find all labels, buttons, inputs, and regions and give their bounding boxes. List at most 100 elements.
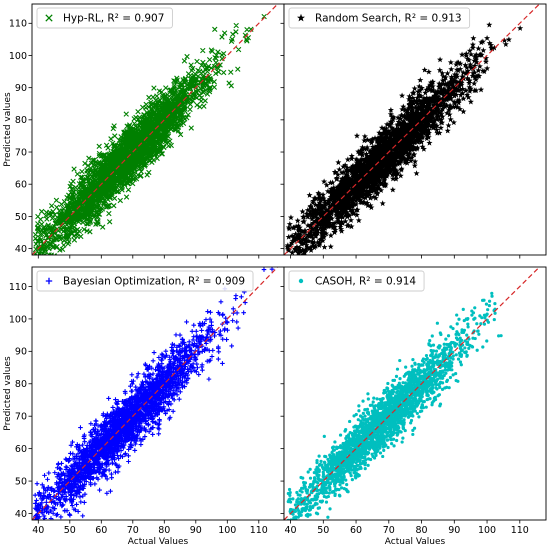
chart-panel-bottom-left: 40 50 60 70 80 90 100 110 40 50 60 70 80 90 100 110 Actu…: [3, 266, 285, 547]
data-point: [287, 498, 291, 502]
data-point: [465, 333, 469, 337]
axes-frame: [283, 266, 547, 521]
data-point: [394, 405, 398, 409]
legend: Hyp-RL, R² = 0.907: [36, 7, 173, 29]
data-point: [361, 421, 365, 425]
data-point: [411, 432, 415, 437]
data-point: [477, 332, 481, 336]
data-point: [340, 450, 344, 454]
data-point: [403, 414, 407, 418]
data-point: [305, 502, 309, 506]
data-point: [356, 438, 360, 442]
data-point: [379, 426, 383, 430]
data-point: [349, 460, 353, 464]
data-point: [330, 446, 335, 450]
data-point: [343, 429, 347, 433]
data-point: [385, 403, 389, 407]
data-point: [483, 316, 487, 320]
y-tick-label: 40: [15, 244, 27, 255]
data-point: [325, 490, 329, 495]
data-point: [367, 412, 371, 416]
data-point: [341, 471, 345, 476]
data-point: [485, 339, 489, 343]
data-point: [453, 344, 457, 348]
data-point: [398, 420, 402, 425]
legend-box: [36, 270, 254, 292]
data-point: [442, 363, 446, 367]
legend-box: [36, 7, 173, 29]
data-point: [449, 325, 453, 329]
data-point: [356, 463, 360, 468]
data-point: [288, 490, 292, 495]
data-point: [415, 404, 419, 408]
data-point: [375, 410, 379, 414]
data-point: [331, 479, 335, 483]
data-point: [432, 399, 436, 403]
data-point: [375, 419, 379, 423]
data-point: [373, 407, 377, 411]
data-point: [485, 312, 489, 316]
data-point: [443, 368, 447, 372]
data-point: [395, 427, 399, 431]
data-point: [287, 544, 290, 547]
data-point: [340, 469, 344, 473]
data-point: [306, 470, 310, 474]
data-point: [460, 348, 464, 352]
data-point: [326, 469, 330, 473]
data-point: [349, 446, 353, 450]
data-point: [386, 433, 390, 438]
data-point: [322, 491, 326, 495]
reference-line: [32, 267, 279, 520]
data-point: [348, 419, 352, 424]
data-point: [369, 427, 374, 431]
data-point: [366, 444, 370, 448]
data-point: [446, 334, 451, 338]
data-point: [366, 430, 371, 434]
data-point: [300, 490, 304, 494]
data-point: [441, 355, 445, 359]
scatter-series: [286, 291, 503, 547]
data-point: [328, 453, 332, 457]
data-point: [357, 430, 361, 434]
data-point: [470, 313, 474, 317]
data-point: [366, 433, 370, 437]
data-point: [404, 406, 408, 410]
data-point: [420, 369, 424, 374]
x-tick-label: 80: [416, 525, 428, 536]
data-point: [458, 336, 462, 340]
data-point: [473, 306, 477, 310]
y-tick-label: 70: [15, 147, 27, 158]
data-point: [305, 490, 309, 494]
data-point: [415, 378, 419, 382]
data-point: [394, 397, 398, 402]
data-point: [406, 415, 411, 419]
data-point: [379, 415, 383, 419]
data-point: [412, 408, 416, 412]
data-point: [296, 509, 301, 513]
data-point: [336, 470, 340, 474]
legend-marker: [297, 13, 305, 22]
data-point: [348, 430, 352, 435]
data-point: [389, 415, 394, 419]
data-point: [322, 460, 327, 464]
data-point: [394, 386, 398, 390]
data-point: [330, 450, 334, 455]
data-point: [462, 318, 466, 323]
data-point: [430, 334, 434, 338]
data-point: [301, 486, 305, 490]
data-point: [448, 348, 452, 352]
data-point: [315, 484, 319, 488]
data-point: [420, 403, 424, 407]
data-point: [360, 452, 364, 456]
data-point: [317, 492, 321, 496]
data-point: [380, 411, 384, 415]
data-point: [298, 501, 302, 505]
data-point: [400, 398, 404, 402]
data-point: [436, 362, 440, 367]
data-point: [421, 357, 426, 361]
data-point: [424, 405, 428, 409]
data-point: [317, 454, 321, 458]
data-point: [401, 386, 405, 390]
data-point: [430, 379, 435, 383]
data-point: [389, 433, 393, 437]
